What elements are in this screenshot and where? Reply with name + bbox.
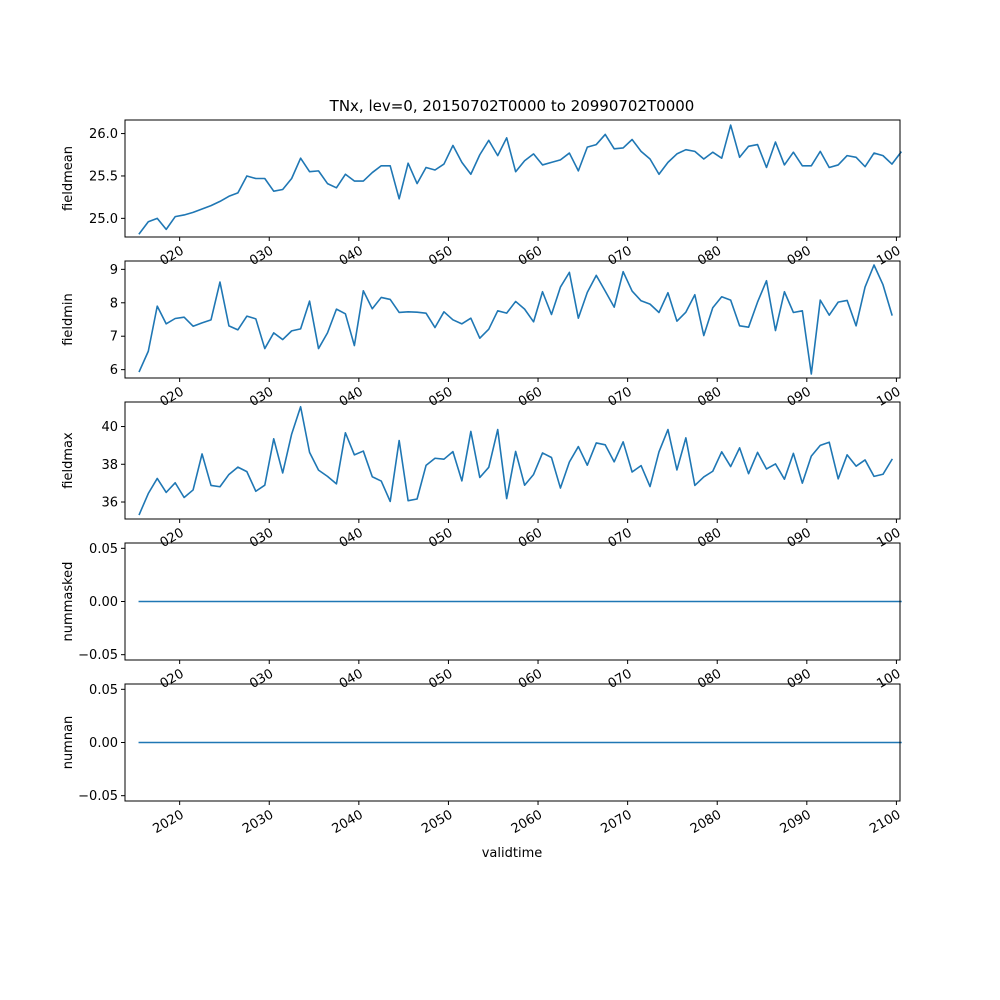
chart-title: TNx, lev=0, 20150702T0000 to 20990702T00… — [329, 97, 695, 115]
fieldmean-series-line — [138, 124, 903, 235]
fieldmean-axes-frame — [124, 119, 901, 238]
fieldmin-axes-frame — [124, 260, 901, 379]
fieldmean-ytick-label: 25.0 — [89, 212, 118, 227]
numnan-ytick-label: 0.05 — [89, 683, 118, 698]
nummasked-ytick-label: 0.00 — [89, 595, 118, 610]
fieldmax-y-axis-label: fieldmax — [61, 432, 76, 489]
fieldmin-ytick-label: 7 — [110, 330, 118, 345]
fieldmax-axes-frame — [124, 401, 901, 520]
x-axis-label: validtime — [482, 846, 543, 861]
fieldmax-ytick-label: 36 — [101, 496, 118, 511]
fieldmean-ytick-label: 25.5 — [89, 169, 118, 184]
fieldmin-ytick-label: 9 — [110, 263, 118, 278]
fieldmin-y-axis-label: fieldmin — [61, 293, 76, 346]
nummasked-ytick-label: 0.05 — [89, 542, 118, 557]
fieldmax-series-line — [138, 405, 894, 516]
fieldmin-ytick-label: 6 — [110, 363, 118, 378]
fieldmin-series-line — [138, 264, 893, 375]
nummasked-ytick-label: −0.05 — [78, 648, 118, 663]
fieldmin-ytick-label: 8 — [110, 296, 118, 311]
fieldmean-y-axis-label: fieldmean — [61, 146, 76, 211]
numnan-y-axis-label: numnan — [61, 716, 76, 770]
numnan-ytick-label: −0.05 — [78, 789, 118, 804]
fieldmax-ytick-label: 38 — [101, 458, 118, 473]
numnan-ytick-label: 0.00 — [89, 736, 118, 751]
fieldmean-ytick-label: 26.0 — [89, 127, 118, 142]
nummasked-y-axis-label: nummasked — [61, 562, 76, 642]
fieldmax-ytick-label: 40 — [101, 420, 118, 435]
